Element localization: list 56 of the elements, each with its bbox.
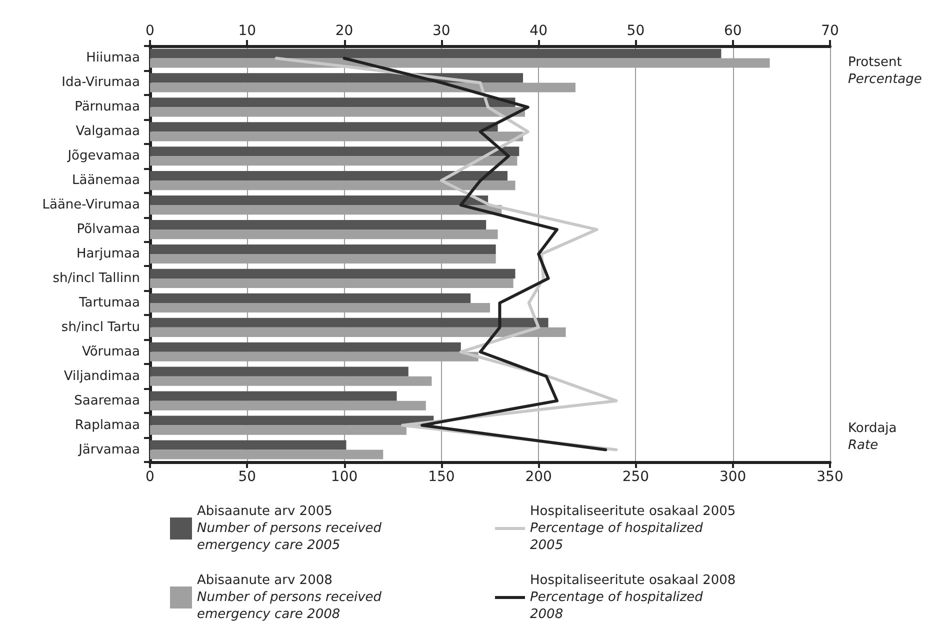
bar bbox=[150, 293, 471, 303]
x2-tick-label: 40 bbox=[530, 23, 548, 39]
y-tick-label: Harjumaa bbox=[76, 246, 140, 262]
bar bbox=[150, 366, 408, 376]
y-tick-label: sh/incl Tallinn bbox=[52, 270, 140, 286]
x2-tick-label: 0 bbox=[146, 23, 154, 39]
y-tick-label: Raplamaa bbox=[74, 418, 140, 433]
x2-tick-label: 10 bbox=[238, 23, 256, 39]
y-tick-label: Põlvamaa bbox=[76, 222, 140, 238]
y-tick-label: Valgamaa bbox=[76, 124, 140, 140]
x-tick-label: 150 bbox=[428, 469, 455, 485]
bar bbox=[150, 342, 461, 352]
bar bbox=[150, 146, 520, 156]
y-tick-label: Pärnumaa bbox=[74, 100, 140, 115]
x2-axis-title: Protsent Percentage bbox=[848, 55, 922, 87]
legend-label: Abisaanute arv 2005 Number of persons received emergency care 2005 bbox=[197, 504, 382, 553]
x2-tick-label: 30 bbox=[432, 23, 450, 39]
legend-label: Hospitaliseeritute osakaal 2005 Percentage of hospitalized 2005 bbox=[530, 504, 736, 553]
y-tick-label: Ida-Virumaa bbox=[62, 75, 140, 90]
y-tick-label: Lääne-Virumaa bbox=[42, 198, 140, 213]
bar bbox=[150, 416, 434, 426]
x-tick-label: 200 bbox=[525, 469, 552, 485]
legend-label: Abisaanute arv 2008 Number of persons received emergency care 2008 bbox=[197, 573, 382, 622]
bar bbox=[150, 244, 496, 254]
bar bbox=[150, 48, 722, 58]
bar bbox=[150, 196, 488, 206]
x-tick-label: 350 bbox=[816, 469, 844, 485]
x-tick-label: 100 bbox=[330, 469, 358, 485]
bar bbox=[150, 440, 346, 450]
x-tick-label: 250 bbox=[622, 469, 650, 485]
x-axis-title: Kordaja Rate bbox=[848, 421, 897, 453]
x2-tick-label: 50 bbox=[626, 23, 645, 39]
y-tick-label: Jõgevamaa bbox=[66, 148, 140, 164]
bar bbox=[150, 122, 498, 132]
y-tick-label: Tartumaa bbox=[78, 295, 140, 310]
x2-tick-label: 70 bbox=[821, 23, 839, 39]
y-tick-label: Saaremaa bbox=[74, 393, 140, 408]
bar bbox=[150, 220, 486, 230]
x-tick-label: 0 bbox=[146, 469, 154, 485]
bar bbox=[150, 318, 548, 328]
x-tick-label: 300 bbox=[719, 469, 746, 485]
x-tick-label: 50 bbox=[238, 469, 256, 485]
y-tick-label: Viljandimaa bbox=[64, 368, 140, 384]
x2-tick-label: 20 bbox=[335, 23, 354, 39]
y-tick-label: sh/incl Tartu bbox=[61, 320, 140, 335]
y-tick-label: Läänemaa bbox=[72, 173, 140, 188]
bar bbox=[150, 391, 397, 401]
bar bbox=[150, 73, 524, 83]
x2-tick-label: 60 bbox=[724, 23, 742, 39]
y-tick-label: Võrumaa bbox=[82, 344, 140, 360]
bar bbox=[150, 268, 516, 278]
bar bbox=[150, 171, 508, 181]
bar bbox=[150, 98, 516, 108]
legend-label: Hospitaliseeritute osakaal 2008 Percentage of hospitalized 2008 bbox=[530, 573, 736, 622]
y-tick-label: Hiiumaa bbox=[86, 50, 140, 66]
y-tick-label: Järvamaa bbox=[78, 442, 140, 458]
